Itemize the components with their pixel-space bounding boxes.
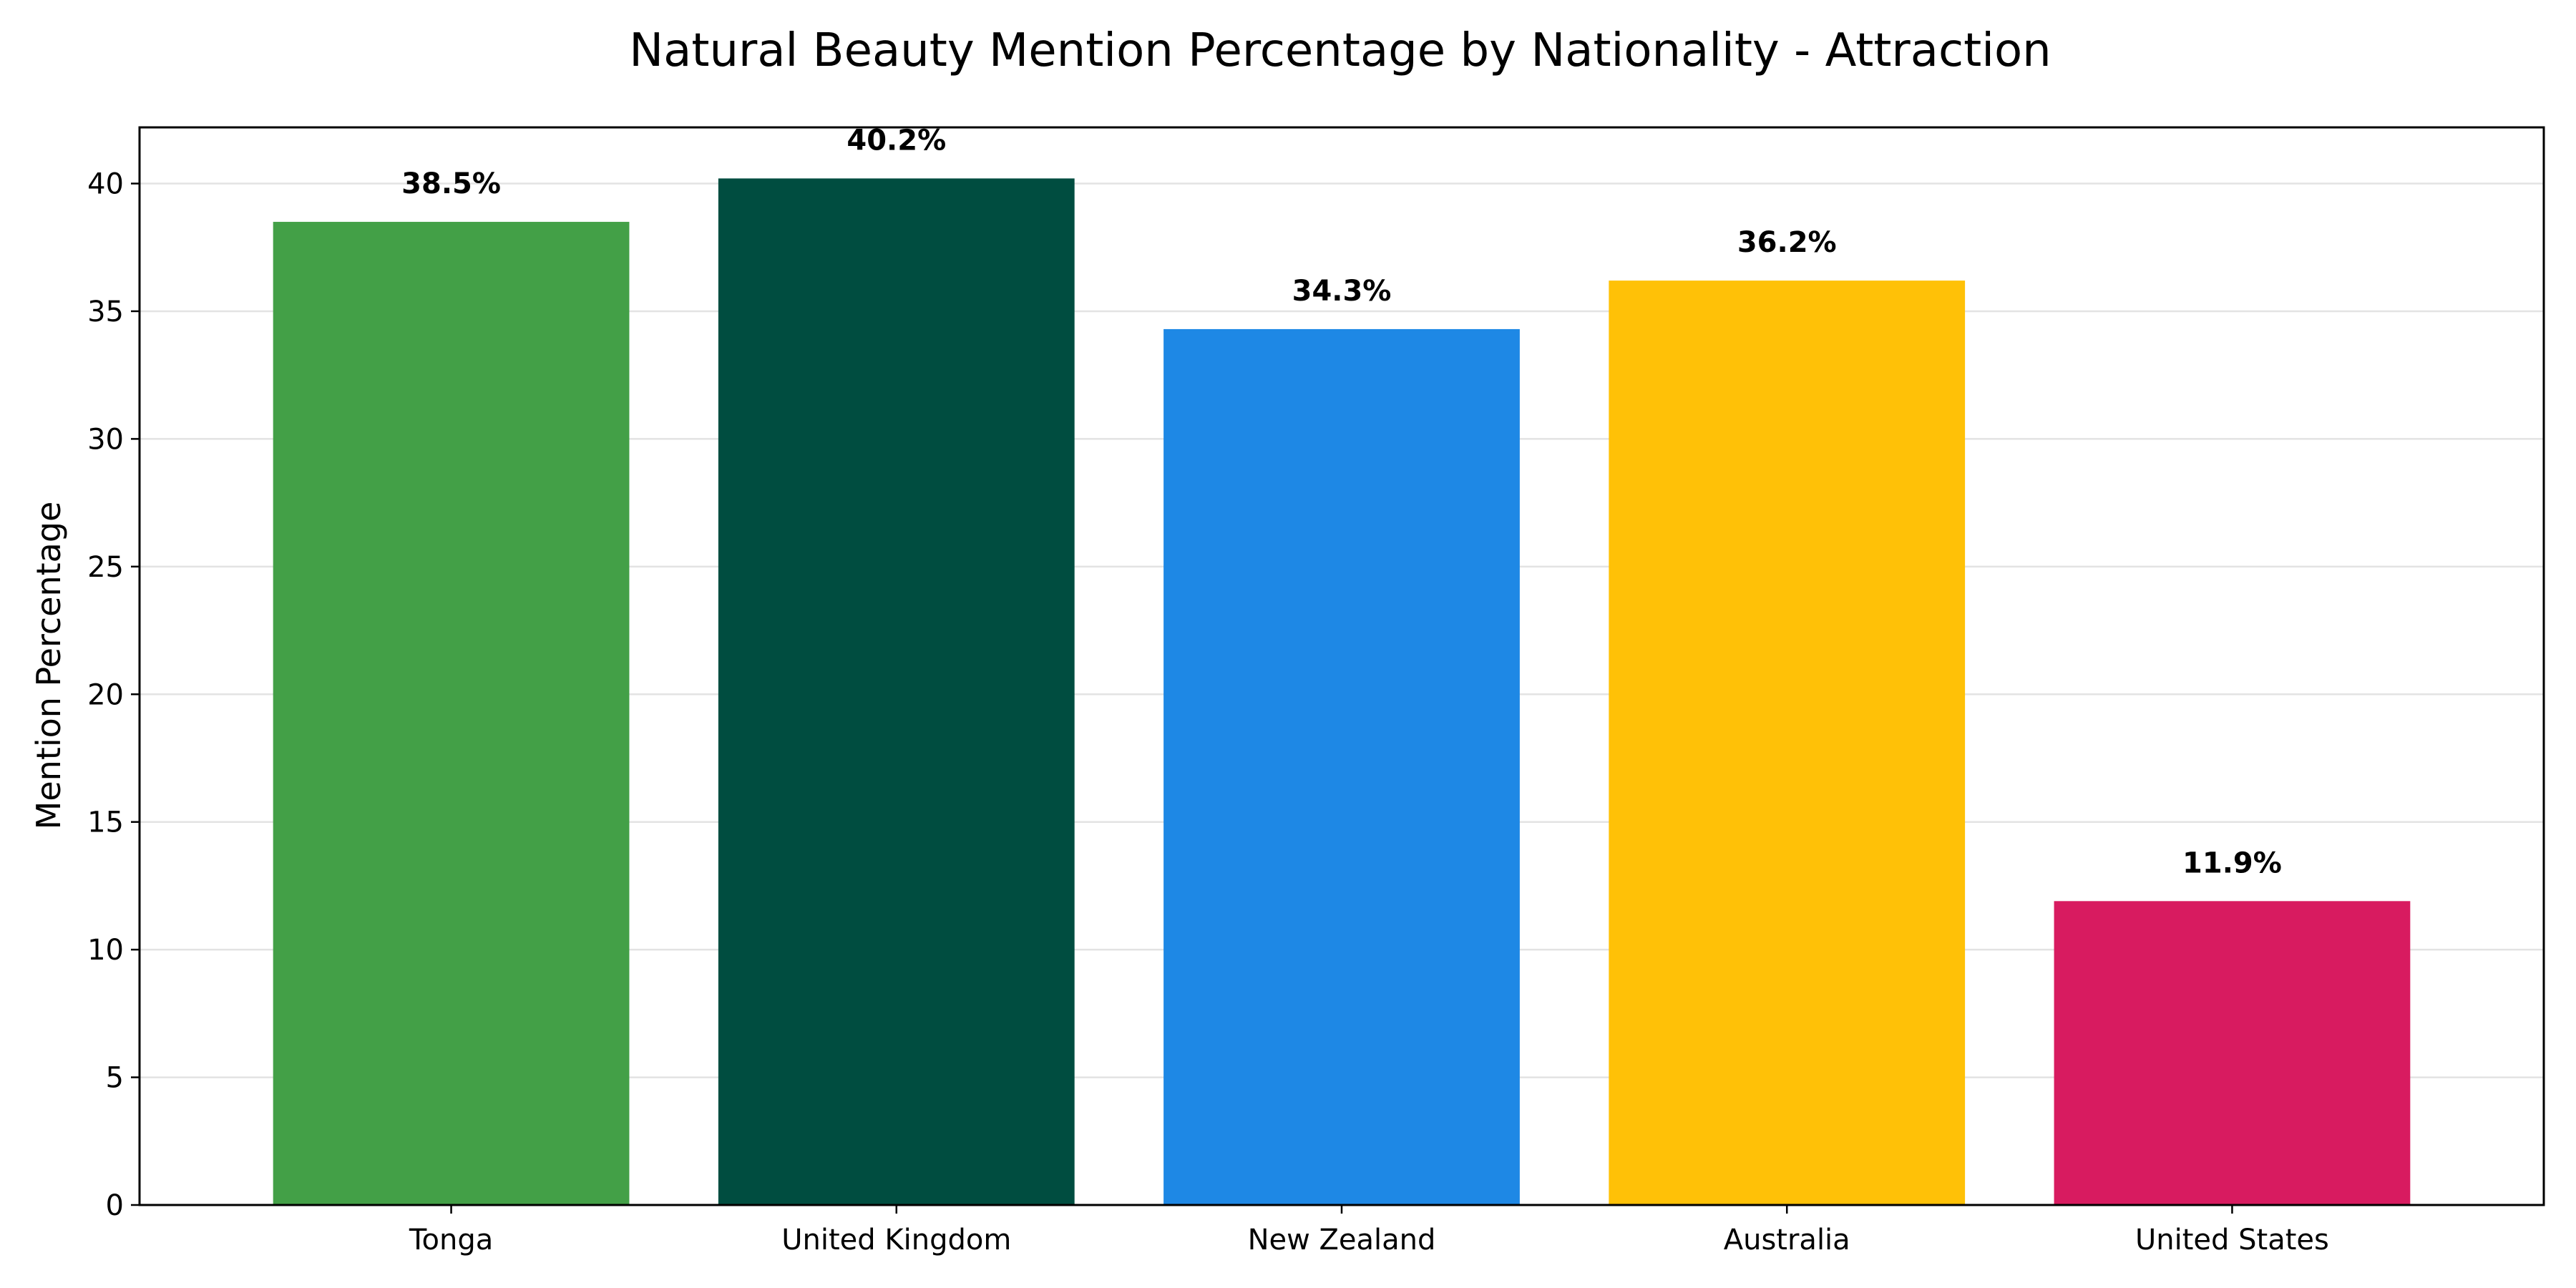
x-tick-label: New Zealand <box>1248 1224 1436 1257</box>
data-label: 34.3% <box>1292 275 1392 308</box>
x-tick-label: United States <box>2135 1224 2329 1257</box>
bar-tonga <box>273 222 630 1205</box>
y-tick-label: 10 <box>87 934 124 967</box>
bar-australia <box>1609 280 1966 1205</box>
chart-title: Natural Beauty Mention Percentage by Nat… <box>629 24 2051 77</box>
data-label: 40.2% <box>847 124 946 157</box>
bar-united-states <box>2054 901 2411 1205</box>
bars <box>273 178 2411 1206</box>
y-tick-label: 25 <box>87 551 124 584</box>
x-tick-label: Tonga <box>409 1224 493 1257</box>
y-tick-label: 15 <box>87 806 124 839</box>
y-tick-label: 40 <box>87 168 124 201</box>
y-tick-label: 30 <box>87 423 124 456</box>
y-tick-label: 20 <box>87 678 124 711</box>
data-label: 36.2% <box>1737 226 1837 259</box>
x-tick-label: United Kingdom <box>781 1224 1011 1257</box>
y-tick-label: 0 <box>106 1189 124 1222</box>
plot-frame <box>138 126 2545 1206</box>
y-axis-ticks: 0 5 10 15 20 25 30 35 40 <box>87 168 140 1222</box>
y-tick-label: 35 <box>87 296 124 328</box>
bar-new-zealand <box>1163 328 1520 1205</box>
data-label: 38.5% <box>401 167 501 200</box>
y-tick-label: 5 <box>106 1062 124 1095</box>
bar-united-kingdom <box>718 178 1075 1206</box>
data-label: 11.9% <box>2182 847 2282 879</box>
x-tick-label: Australia <box>1724 1224 1850 1257</box>
x-axis-ticks: Tonga United Kingdom New Zealand Australia U… <box>409 1205 2329 1257</box>
y-axis-label: Mention Percentage <box>29 502 68 830</box>
data-labels: 38.5% 40.2% 34.3% 36.2% 11.9% <box>401 124 2282 879</box>
